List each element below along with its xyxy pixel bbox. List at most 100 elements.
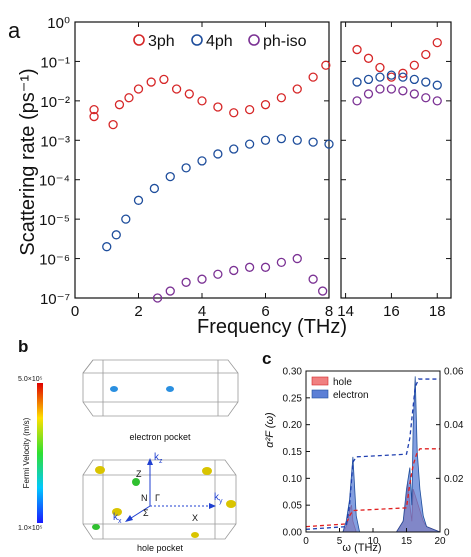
data-point-4ph	[421, 77, 431, 87]
legend-swatch-electron	[311, 389, 329, 399]
data-point-4ph	[324, 139, 334, 149]
data-point-ph-iso	[292, 253, 302, 264]
data-point-ph-iso	[197, 274, 207, 284]
data-point-3ph	[108, 119, 118, 130]
ky-label: ky	[214, 492, 223, 505]
data-point-ph-iso	[363, 89, 374, 99]
hole-pocket	[202, 467, 212, 475]
data-point-4ph	[260, 135, 271, 145]
electron-pocket-right	[166, 386, 174, 392]
k-axes	[125, 458, 216, 522]
data-point-3ph	[171, 84, 182, 94]
data-point-3ph	[409, 60, 419, 70]
y2-tick-label: 0.02	[444, 474, 464, 485]
x-tick-label: 8	[325, 303, 333, 320]
data-point-ph-iso	[308, 274, 318, 284]
data-point-ph-iso	[421, 93, 431, 103]
data-point-4ph	[133, 195, 144, 205]
data-point-3ph	[89, 111, 99, 122]
colorbar-min-label: 1.0×10⁵	[18, 525, 43, 532]
legend-swatch-hole	[311, 376, 329, 386]
data-point-4ph	[111, 230, 121, 240]
y-tick-label: 0.15	[283, 447, 303, 458]
y-tick-label: 10⁻³	[40, 133, 70, 150]
data-point-3ph	[432, 37, 442, 48]
point-sigma: Σ	[143, 508, 149, 518]
data-point-4ph	[149, 183, 160, 194]
point-gamma: Γ	[155, 493, 160, 503]
data-point-4ph	[229, 144, 239, 154]
data-point-3ph	[159, 74, 169, 85]
data-point-3ph	[244, 104, 255, 115]
y-tick-label: 0.20	[283, 420, 303, 431]
data-point-4ph	[121, 214, 131, 224]
y-tick-label: 10⁰	[47, 15, 70, 32]
panel-c-x-axis-label: ω (THz)	[342, 542, 381, 554]
y-tick-label: 0.00	[283, 528, 303, 539]
panel-a-x-axis-label: Frequency (THz)	[197, 316, 347, 338]
data-point-ph-iso	[352, 96, 362, 106]
y-tick-label: 10⁻¹	[40, 54, 70, 71]
data-point-3ph	[229, 108, 239, 118]
data-point-3ph	[363, 53, 374, 63]
data-point-3ph	[114, 100, 125, 110]
data-point-4ph	[181, 163, 191, 173]
electron-pocket-caption: electron pocket	[129, 432, 191, 442]
data-point-4ph	[386, 70, 397, 80]
data-point-3ph	[292, 84, 302, 94]
data-point-4ph	[244, 139, 255, 149]
y-tick-label: 10⁻⁴	[39, 173, 70, 190]
data-point-ph-iso	[213, 269, 223, 279]
legend-marker-3ph	[133, 34, 145, 46]
data-point-ph-iso	[152, 293, 163, 303]
data-point-4ph	[375, 72, 385, 82]
x-tick-label: 0	[71, 303, 79, 320]
data-point-ph-iso	[386, 84, 397, 94]
data-point-3ph	[375, 62, 385, 73]
legend-label-ph-iso: ph-iso	[263, 33, 307, 50]
hole-pocket	[226, 500, 236, 508]
panel-c-legend: hole electron	[311, 376, 369, 401]
hole-pocket	[112, 508, 122, 516]
legend-label-hole: hole	[333, 377, 352, 388]
legend-marker-4ph	[191, 34, 203, 46]
data-point-3ph	[321, 60, 331, 70]
x-tick-label: 5	[337, 536, 343, 547]
cumulative-line	[305, 378, 440, 530]
data-point-ph-iso	[229, 265, 239, 276]
data-point-4ph	[363, 74, 374, 85]
panel-a-y-axis-label: Scattering rate (ps⁻¹)	[17, 68, 39, 255]
x-tick-label: 14	[337, 303, 354, 320]
data-point-3ph	[421, 49, 431, 60]
legend-label-4ph: 4ph	[206, 33, 233, 50]
x-tick-label: 15	[401, 536, 413, 547]
data-point-3ph	[197, 96, 207, 106]
data-point-ph-iso	[260, 262, 271, 272]
panel-label-a: a	[8, 18, 21, 43]
hole-pocket-caption: hole pocket	[137, 543, 184, 553]
panel-c-eliashberg-plot: 0.00 0.05 0.10 0.15 0.20 0.25 0.30 0 0.02 0.04 0.0…	[283, 367, 464, 548]
data-point-3ph	[146, 77, 156, 87]
data-point-3ph	[398, 68, 408, 78]
x-tick-label: 0	[303, 536, 309, 547]
y-tick-label: 10⁻⁷	[40, 291, 70, 308]
y-tick-label: 0.05	[283, 501, 303, 512]
data-point-3ph	[276, 93, 287, 103]
data-point-4ph	[165, 171, 175, 182]
legend-marker-ph-iso	[248, 34, 260, 46]
data-point-4ph	[352, 77, 362, 87]
data-point-4ph	[409, 74, 419, 85]
data-point-ph-iso	[317, 286, 328, 296]
panel-a-axes-frame	[340, 21, 452, 299]
x-tick-label: 18	[429, 303, 446, 320]
y-tick-label: 10⁻²	[40, 94, 70, 111]
data-point-ph-iso	[398, 86, 408, 96]
data-point-ph-iso	[432, 96, 442, 106]
kx-label: kx	[113, 512, 122, 525]
panel-a-legend: 3ph 4ph ph-iso	[133, 33, 307, 50]
colorbar-title: Fermi Velocity (m/s)	[22, 417, 31, 488]
x-tick-label: 4	[198, 303, 206, 320]
point-x: X	[192, 513, 198, 523]
data-point-3ph	[260, 100, 271, 110]
data-point-3ph	[308, 72, 318, 82]
